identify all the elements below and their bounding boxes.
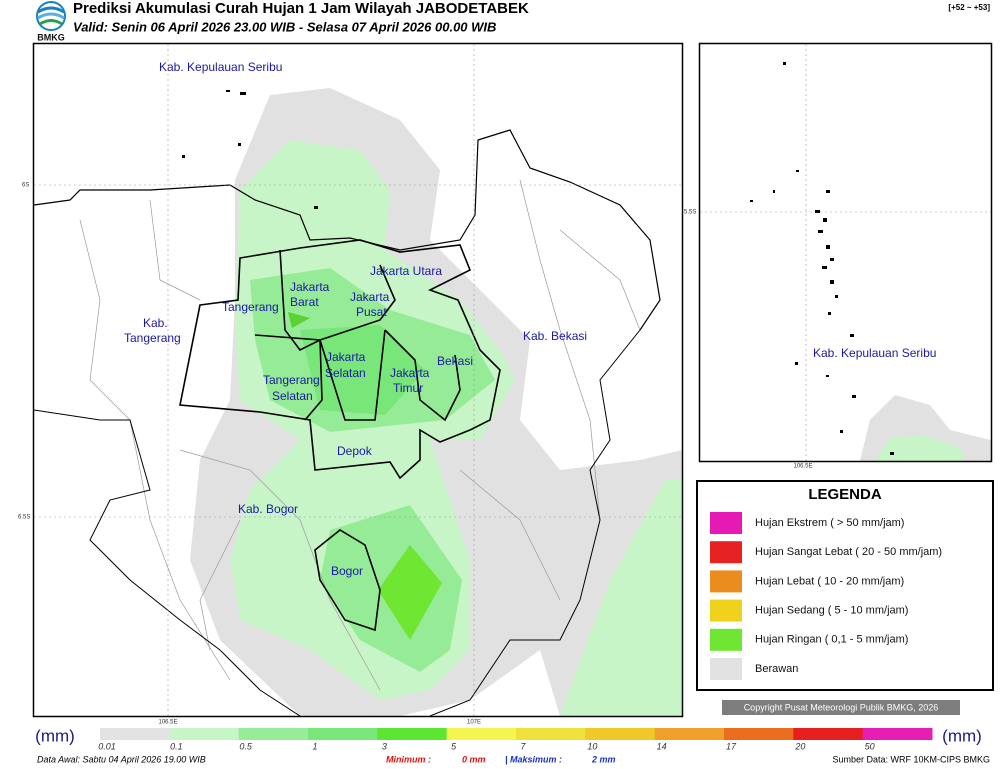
colorbar-tick: 1 bbox=[312, 741, 317, 751]
inset-label: Kab. Kepulauan Seribu bbox=[813, 346, 936, 360]
legend-swatch bbox=[710, 541, 742, 564]
lat-label: 6S bbox=[22, 183, 29, 189]
colorbar-segment bbox=[100, 728, 170, 740]
colorbar-segment bbox=[308, 728, 378, 740]
unit-right: (mm) bbox=[942, 726, 982, 745]
colorbar-tick: 0.1 bbox=[170, 741, 183, 751]
unit-left: (mm) bbox=[35, 726, 75, 745]
legend-title: LEGENDA bbox=[808, 486, 882, 503]
legend-label: Hujan Ekstrem ( > 50 mm/jam) bbox=[755, 517, 904, 529]
run-code: [+52 ~ +53] bbox=[948, 3, 990, 12]
legend-swatch bbox=[710, 512, 742, 534]
legend-label: Berawan bbox=[755, 663, 798, 675]
colorbar-tick: 10 bbox=[587, 741, 597, 751]
colorbar-segment bbox=[377, 728, 448, 740]
colorbar: 0.01 0.1 0.5 1 3 5 7 10 14 17 20 50 bbox=[98, 728, 933, 751]
place-label: Kab. Kepulauan Seribu bbox=[159, 60, 282, 74]
legend-swatch bbox=[710, 658, 742, 680]
place-label: Kab. bbox=[143, 316, 168, 330]
legend-label: Hujan Ringan ( 0,1 - 5 mm/jam) bbox=[755, 634, 908, 646]
colorbar-tick: 20 bbox=[794, 741, 805, 751]
colorbar-segment bbox=[169, 728, 240, 740]
colorbar-segment bbox=[724, 728, 794, 740]
place-label: Kab. Bogor bbox=[238, 502, 298, 516]
place-label: Bekasi bbox=[437, 354, 473, 368]
place-label: Bogor bbox=[331, 564, 363, 578]
inset-frame bbox=[698, 42, 993, 463]
main-map bbox=[34, 44, 682, 716]
legend-items: Hujan Ekstrem ( > 50 mm/jam) Hujan Sangat… bbox=[710, 512, 942, 680]
inset-lon-label: 106.5E bbox=[793, 464, 812, 470]
colorbar-tick: 50 bbox=[865, 741, 875, 751]
place-label: Pusat bbox=[356, 305, 387, 319]
colorbar-tick: 14 bbox=[657, 741, 667, 751]
colorbar-segment bbox=[516, 728, 586, 740]
place-label: Tangerang bbox=[124, 331, 181, 345]
colorbar-tick: 0.5 bbox=[239, 741, 253, 751]
place-label: Barat bbox=[290, 295, 319, 309]
max-value: 2 mm bbox=[591, 754, 616, 764]
lat-label: 6.5S bbox=[18, 515, 30, 521]
place-label: Tangerang bbox=[222, 300, 279, 314]
data-awal: Data Awal: Sabtu 04 April 2026 19.00 WIB bbox=[37, 754, 206, 764]
bmkg-logo: BMKG bbox=[36, 1, 66, 42]
colorbar-segment bbox=[793, 728, 864, 740]
lon-label: 106.5E bbox=[158, 720, 177, 726]
logo-text: BMKG bbox=[37, 32, 65, 42]
source: Sumber Data: WRF 10KM-CIPS BMKG bbox=[832, 754, 990, 764]
inset-map bbox=[700, 44, 991, 461]
colorbar-tick: 17 bbox=[726, 741, 737, 751]
subtitle: Valid: Senin 06 April 2026 23.00 WIB - S… bbox=[73, 19, 496, 34]
min-value: 0 mm bbox=[462, 754, 486, 764]
place-label: Depok bbox=[337, 444, 373, 458]
max-label: | Maksimum : bbox=[505, 754, 562, 764]
place-label: Tangerang bbox=[263, 373, 320, 387]
colorbar-segment bbox=[654, 728, 725, 740]
main-frame bbox=[32, 42, 684, 718]
map-labels: Kab. Kepulauan Seribu Jakarta Utara Jaka… bbox=[18, 60, 587, 725]
title: Prediksi Akumulasi Curah Hujan 1 Jam Wil… bbox=[73, 0, 529, 17]
legend-box bbox=[696, 480, 994, 691]
colorbar-segment bbox=[446, 728, 517, 740]
legend-label: Hujan Sedang ( 5 - 10 mm/jam) bbox=[755, 605, 908, 617]
place-label: Jakarta bbox=[390, 366, 430, 380]
place-label: Jakarta bbox=[326, 350, 366, 364]
colorbar-segment bbox=[862, 728, 933, 740]
colorbar-tick: 3 bbox=[382, 741, 387, 751]
legend-label: Hujan Lebat ( 10 - 20 mm/jam) bbox=[755, 575, 904, 587]
copyright: Copyright Pusat Meteorologi Publik BMKG,… bbox=[744, 702, 939, 712]
colorbar-segment bbox=[585, 728, 656, 740]
place-label: Jakarta bbox=[290, 280, 330, 294]
colorbar-tick: 7 bbox=[520, 741, 526, 751]
place-label: Timur bbox=[393, 381, 423, 395]
colorbar-tick: 0.01 bbox=[98, 741, 116, 751]
legend-swatch bbox=[710, 628, 742, 651]
copyright-box bbox=[722, 700, 960, 715]
lon-label: 107E bbox=[467, 720, 481, 726]
colorbar-segment bbox=[238, 728, 309, 740]
legend-label: Hujan Sangat Lebat ( 20 - 50 mm/jam) bbox=[755, 546, 942, 558]
inset-lat-label: 5.5S bbox=[684, 210, 696, 216]
min-label: Minimum : bbox=[386, 754, 431, 764]
place-label: Jakarta Utara bbox=[370, 264, 442, 278]
place-label: Jakarta bbox=[350, 290, 390, 304]
legend-swatch bbox=[710, 570, 742, 593]
place-label: Selatan bbox=[325, 366, 366, 380]
legend-swatch bbox=[710, 599, 742, 622]
colorbar-tick: 5 bbox=[451, 741, 457, 751]
place-label: Kab. Bekasi bbox=[523, 329, 587, 343]
place-label: Selatan bbox=[272, 389, 313, 403]
